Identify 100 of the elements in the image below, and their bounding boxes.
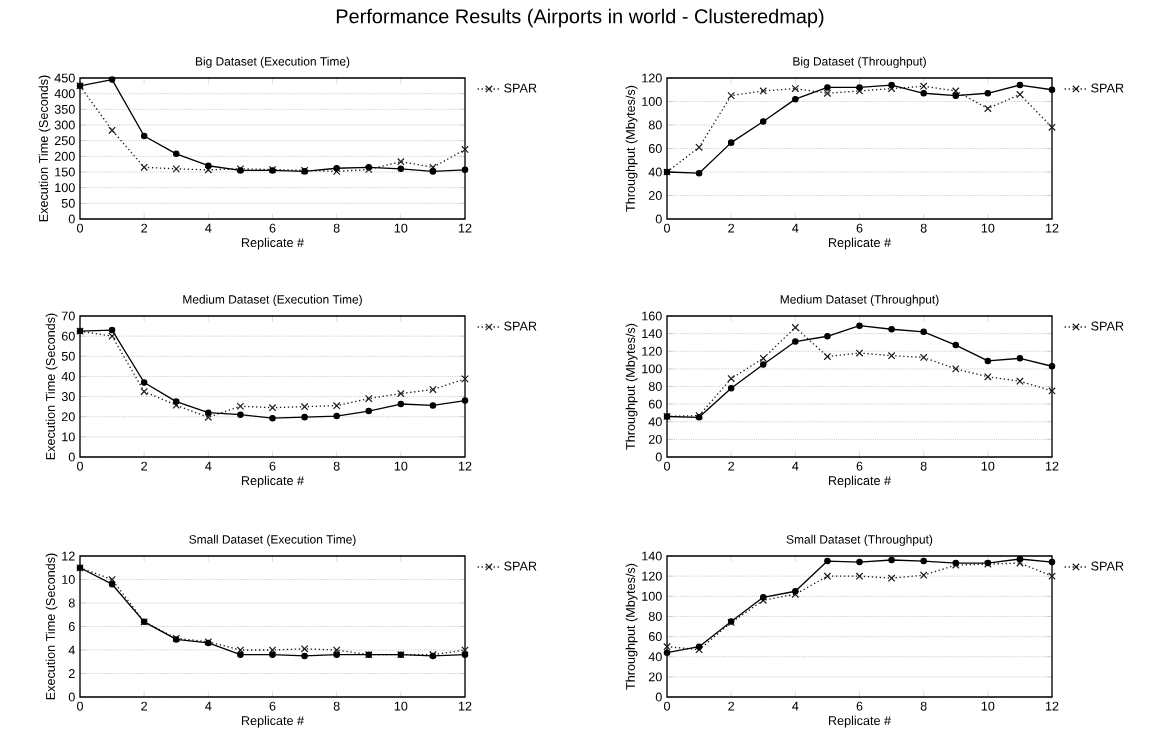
x-tick-label: 8 [920, 461, 927, 471]
y-tick-label: 60 [648, 144, 662, 153]
chart-title: Medium Dataset (Throughput) [780, 294, 939, 306]
y-tick-label: 140 [642, 551, 662, 561]
y-tick-label: 40 [648, 417, 662, 427]
y-axis-title: Throughput (Mbytes/s) [625, 323, 638, 450]
y-tick-label: 0 [68, 692, 75, 702]
x-tick-label: 6 [269, 701, 276, 711]
x-tick-label: 6 [856, 461, 863, 471]
y-tick-label: 60 [61, 331, 75, 341]
y-tick-label: 8 [68, 598, 75, 608]
x-tick-label: 0 [664, 701, 671, 711]
chart-title: Medium Dataset (Execution Time) [183, 294, 362, 307]
x-tick-label: 2 [728, 701, 735, 711]
x-tick-label: 10 [394, 461, 408, 471]
x-tick-label: 2 [728, 461, 735, 471]
legend-label: SPAR [1091, 321, 1124, 331]
x-tick-label: 4 [205, 461, 212, 471]
y-tick-label: 0 [655, 692, 662, 702]
y-tick-label: 450 [54, 73, 75, 83]
legend-label: SPAR [504, 83, 537, 93]
x-tick-label: 6 [269, 223, 276, 233]
x-tick-label: 6 [269, 461, 276, 471]
x-tick-label: 2 [141, 223, 148, 233]
x-tick-label: 4 [792, 223, 799, 233]
x-axis-title: Replicate # [828, 237, 891, 250]
x-tick-label: 12 [458, 701, 472, 711]
x-tick-label: 10 [394, 223, 408, 233]
y-tick-label: 150 [55, 167, 75, 177]
x-tick-label: 0 [76, 701, 84, 711]
x-axis-title: Replicate # [828, 475, 891, 488]
x-tick-label: 2 [141, 461, 148, 471]
y-axis-title: Execution Time (Seconds) [45, 553, 58, 700]
x-tick-label: 6 [856, 701, 863, 711]
x-tick-label: 12 [458, 223, 472, 233]
y-axis-title: Execution Time (Seconds) [45, 313, 58, 460]
x-tick-label: 8 [333, 701, 340, 711]
y-tick-label: 0 [655, 452, 662, 462]
chart-title: Big Dataset (Execution Time) [195, 56, 350, 68]
x-tick-label: 8 [333, 461, 340, 471]
y-tick-label: 250 [54, 136, 75, 146]
x-tick-label: 6 [856, 223, 863, 233]
x-tick-label: 0 [664, 223, 671, 233]
x-tick-label: 8 [333, 223, 340, 233]
text: Performance Results (Airports in world - Clusteredmap) [336, 8, 824, 28]
x-tick-label: 10 [981, 223, 995, 233]
x-tick-label: 2 [728, 223, 735, 233]
x-axis-title: Replicate # [241, 475, 304, 488]
y-tick-label: 50 [61, 351, 75, 361]
y-tick-label: 100 [642, 364, 662, 374]
y-tick-label: 350 [54, 104, 75, 114]
x-axis-title: Replicate # [241, 715, 304, 728]
y-tick-label: 20 [61, 412, 75, 422]
y-tick-label: 120 [642, 73, 662, 83]
y-tick-label: 400 [54, 89, 75, 99]
y-tick-label: 40 [61, 371, 75, 381]
y-tick-label: 20 [648, 434, 662, 444]
y-tick-label: 40 [648, 652, 662, 662]
y-tick-label: 6 [68, 622, 75, 631]
x-tick-label: 10 [981, 461, 995, 471]
y-tick-label: 80 [648, 611, 662, 621]
y-tick-label: 4 [68, 645, 75, 655]
y-tick-label: 200 [54, 151, 75, 161]
x-tick-label: 4 [205, 223, 212, 233]
chart-title: Small Dataset (Throughput) [786, 534, 933, 546]
x-tick-label: 8 [920, 701, 927, 711]
y-tick-label: 60 [648, 632, 662, 642]
x-axis-title: Replicate # [241, 237, 304, 250]
y-axis-title: Execution Time (Seconds) [38, 75, 51, 222]
y-tick-label: 20 [648, 191, 662, 200]
x-tick-label: 12 [1045, 701, 1059, 711]
legend-label: SPAR [504, 321, 537, 331]
y-tick-label: 100 [55, 183, 75, 193]
legend-label: SPAR [1091, 83, 1124, 93]
x-tick-label: 2 [141, 701, 148, 711]
y-tick-label: 10 [62, 432, 75, 442]
y-tick-label: 40 [648, 167, 662, 177]
y-tick-label: 50 [61, 198, 75, 208]
x-tick-label: 0 [664, 461, 671, 471]
legend-label: SPAR [504, 561, 537, 571]
legend-label: SPAR [1091, 561, 1124, 571]
y-tick-label: 140 [642, 329, 662, 339]
y-tick-label: 30 [61, 392, 75, 402]
y-tick-label: 0 [68, 214, 75, 224]
x-tick-label: 0 [76, 461, 84, 471]
x-tick-label: 10 [981, 701, 995, 711]
y-axis-title: Throughput (Mbytes/s) [625, 85, 638, 212]
x-tick-label: 4 [205, 701, 212, 711]
y-tick-label: 120 [642, 571, 662, 581]
y-tick-label: 20 [648, 672, 662, 682]
y-tick-label: 80 [648, 120, 662, 130]
y-tick-label: 0 [655, 214, 662, 224]
y-tick-label: 80 [648, 382, 662, 391]
y-axis-title: Throughput (Mbytes/s) [625, 563, 638, 690]
y-tick-label: 60 [648, 399, 662, 409]
y-tick-label: 2 [68, 669, 75, 678]
chart-title: Big Dataset (Throughput) [793, 56, 926, 68]
x-tick-label: 4 [792, 461, 799, 471]
x-axis-title: Replicate # [828, 715, 891, 728]
y-tick-label: 0 [68, 452, 75, 462]
